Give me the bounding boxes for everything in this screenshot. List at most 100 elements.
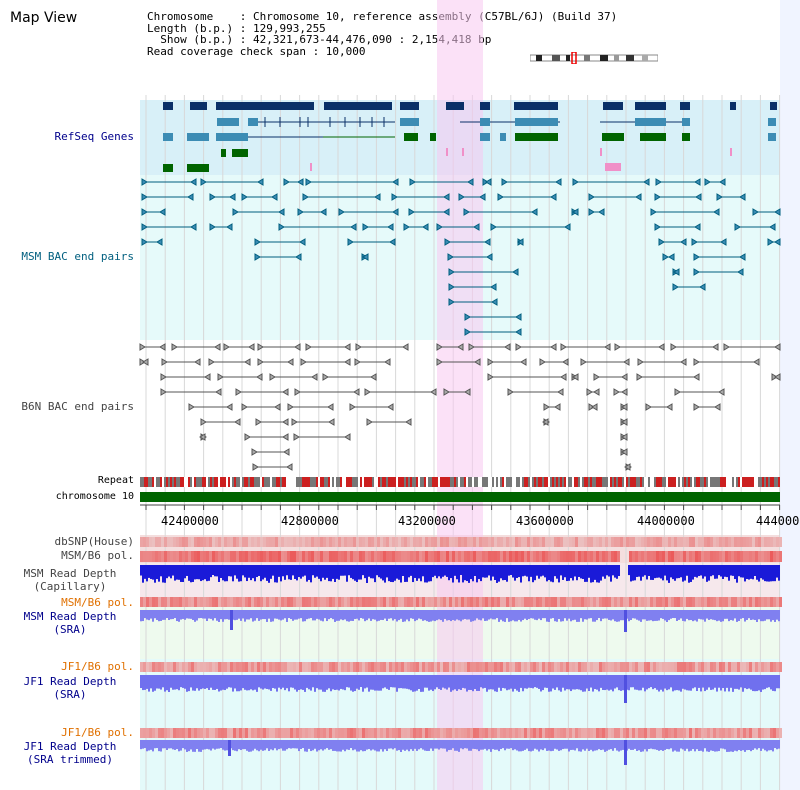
heat-cell — [776, 597, 779, 607]
repeat-block — [304, 477, 306, 487]
heat-cell — [404, 662, 407, 672]
depth-bar — [500, 740, 502, 750]
repeat-block — [482, 477, 484, 487]
heat-cell — [413, 537, 416, 547]
depth-bar — [724, 740, 726, 750]
heat-cell — [557, 662, 560, 672]
bac-end — [680, 358, 687, 366]
depth-bar — [446, 675, 448, 690]
polymorphism-heatmaps[interactable] — [140, 537, 782, 738]
msm-bac-pairs[interactable] — [141, 178, 781, 336]
depth-bar — [446, 565, 448, 577]
heat-cell — [719, 728, 722, 738]
repeat-block — [428, 477, 430, 487]
heat-cell — [422, 537, 425, 547]
repeat-block — [664, 477, 666, 487]
chromosome-bar[interactable] — [140, 492, 780, 502]
depth-bar — [506, 565, 508, 582]
heat-cell — [548, 728, 551, 738]
heat-cell — [386, 537, 389, 547]
repeat-block — [282, 477, 284, 487]
heat-cell — [317, 728, 320, 738]
depth-bar — [374, 610, 376, 620]
depth-bar — [272, 740, 274, 751]
repeat-block — [610, 477, 612, 487]
heat-cell — [176, 537, 179, 547]
depth-bar — [232, 565, 234, 582]
heat-cell — [455, 537, 458, 547]
heat-cell — [200, 662, 203, 672]
heat-cell — [395, 662, 398, 672]
heat-cell — [485, 551, 488, 562]
heat-cell — [317, 662, 320, 672]
heat-cell — [311, 662, 314, 672]
heat-cell — [731, 551, 734, 562]
heat-cell — [344, 551, 347, 562]
heat-cell — [281, 537, 284, 547]
b6n-bac-pairs[interactable] — [139, 343, 781, 471]
heat-cell — [701, 537, 704, 547]
repeat-block — [436, 477, 438, 487]
depth-bar — [768, 675, 770, 688]
heat-cell — [662, 551, 665, 562]
repeat-block — [334, 477, 336, 487]
heat-cell — [512, 597, 515, 607]
repeat-block — [740, 477, 742, 487]
depth-bar — [454, 610, 456, 621]
depth-bar — [686, 740, 688, 749]
heat-cell — [317, 537, 320, 547]
depth-bar — [692, 740, 694, 750]
depth-bar — [708, 610, 710, 620]
heat-cell — [737, 662, 740, 672]
depth-bar — [368, 610, 370, 619]
heat-cell — [248, 597, 251, 607]
depth-bar — [366, 740, 368, 750]
depth-bar — [566, 675, 568, 690]
depth-bar — [740, 675, 742, 688]
repeat-block — [502, 477, 504, 487]
read-depth-tracks[interactable] — [140, 565, 780, 765]
chromosome-ideogram[interactable] — [530, 52, 658, 64]
depth-bar — [144, 565, 146, 579]
heat-cell — [467, 537, 470, 547]
heat-cell — [506, 597, 509, 607]
heat-cell — [275, 662, 278, 672]
depth-bar — [284, 610, 286, 619]
depth-bar — [200, 565, 202, 582]
depth-bar — [496, 675, 498, 692]
repeat-block — [216, 477, 218, 487]
depth-bar — [546, 675, 548, 688]
msm-pol-capillary-label: MSM/B6 pol. — [61, 549, 134, 562]
heat-cell — [506, 537, 509, 547]
depth-bar — [398, 740, 400, 751]
depth-bar — [450, 675, 452, 692]
bac-end — [171, 343, 178, 351]
depth-bar — [498, 610, 500, 622]
heat-cell — [596, 551, 599, 562]
depth-bar — [478, 610, 480, 620]
repeat-track[interactable] — [140, 477, 780, 487]
bac-end — [241, 403, 248, 411]
heat-cell — [677, 728, 680, 738]
heat-cell — [569, 597, 572, 607]
depth-bar — [528, 675, 530, 688]
bac-end — [209, 223, 216, 231]
depth-bar — [588, 610, 590, 619]
heat-cell — [419, 728, 422, 738]
heat-cell — [284, 537, 287, 547]
chromosome-label: chromosome 10 — [55, 491, 134, 502]
heat-cell — [323, 551, 326, 562]
refseq-genes[interactable] — [163, 102, 777, 172]
depth-bar — [386, 565, 388, 578]
bac-end — [555, 178, 562, 186]
depth-bar — [676, 675, 678, 691]
heat-cell — [779, 597, 782, 607]
depth-bar — [378, 675, 380, 691]
depth-bar — [546, 565, 548, 582]
heat-cell — [278, 662, 281, 672]
jf1-depth-label: JF1 Read Depth — [23, 675, 117, 688]
heat-cell — [470, 728, 473, 738]
heat-cell — [323, 728, 326, 738]
depth-bar — [510, 565, 512, 576]
